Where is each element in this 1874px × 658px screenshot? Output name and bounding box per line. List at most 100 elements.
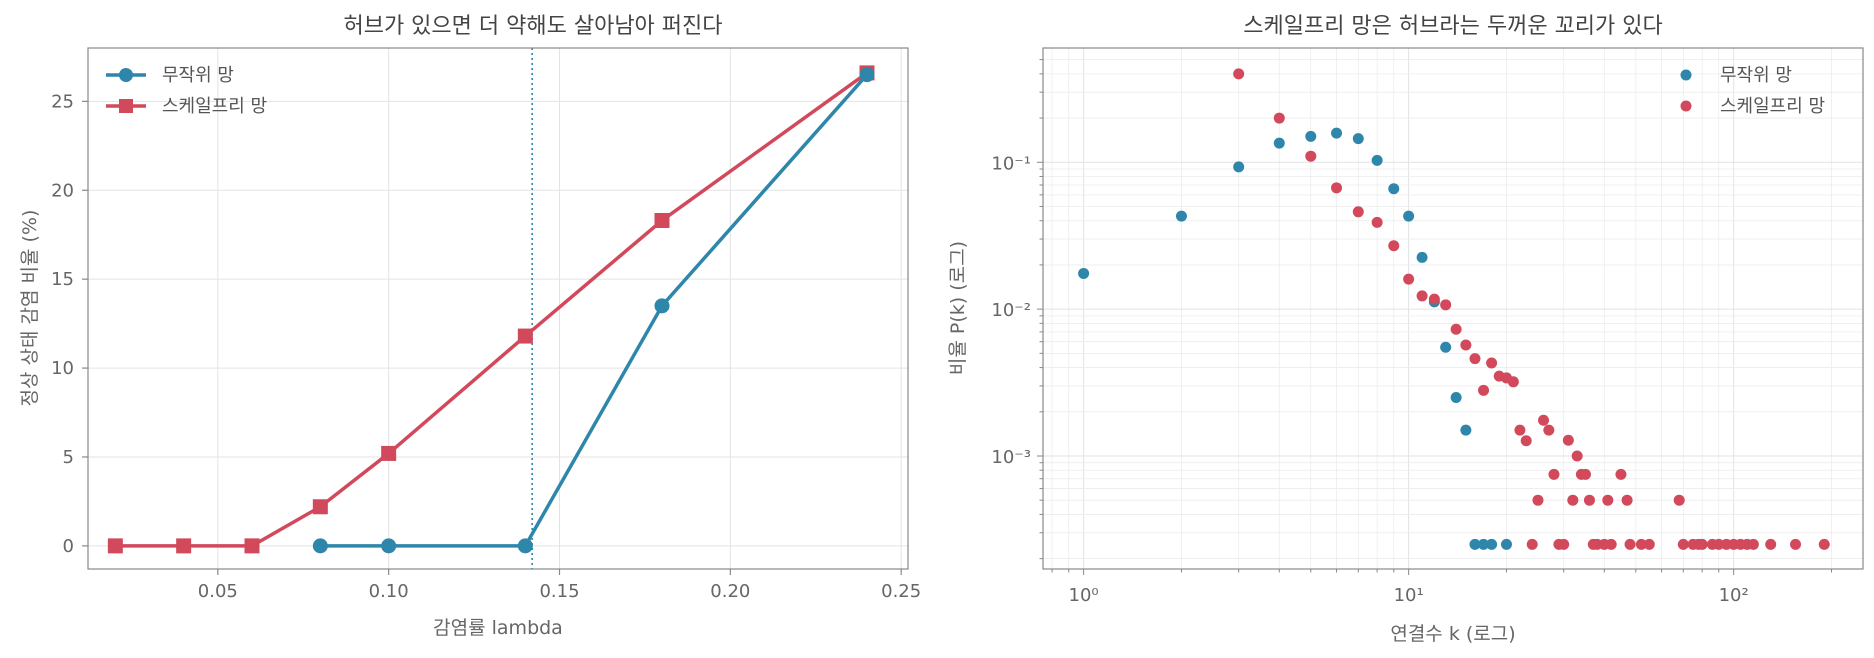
scatter-point-random — [1478, 538, 1490, 550]
scatter-point-scalefree — [1621, 494, 1633, 506]
y-tick-label: 10 — [51, 358, 74, 379]
data-point-scalefree — [517, 328, 533, 344]
scatter-point-scalefree — [1571, 450, 1583, 462]
scatter-point-random — [1460, 424, 1472, 436]
scatter-point-scalefree — [1673, 494, 1685, 506]
legend-label-scalefree: 스케일프리 망 — [1720, 96, 1825, 117]
scatter-point-scalefree — [1696, 538, 1708, 550]
scatter-point-random — [1078, 267, 1090, 279]
data-point-random — [517, 538, 533, 554]
data-point-random — [312, 538, 328, 554]
scatter-point-scalefree — [1615, 468, 1627, 480]
scatter-point-scalefree — [1605, 538, 1617, 550]
x-tick-label: 0.20 — [710, 581, 750, 602]
legend-marker-random — [119, 68, 133, 82]
left-legend: 무작위 망 스케일프리 망 — [106, 65, 267, 117]
legend-label-random: 무작위 망 — [162, 65, 234, 86]
scatter-point-scalefree — [1543, 424, 1555, 436]
right-chart-title: 스케일프리 망은 허브라는 두꺼운 꼬리가 있다 — [1243, 14, 1663, 39]
scatter-point-scalefree — [1677, 538, 1689, 550]
right-x-axis-label: 연결수 k (로그) — [1390, 623, 1515, 645]
data-point-scalefree — [654, 212, 670, 228]
y-tick-label: 0 — [63, 536, 74, 557]
data-point-random — [381, 538, 397, 554]
y-tick-label: 15 — [51, 269, 74, 290]
x-tick-label: 0.25 — [881, 581, 921, 602]
scatter-point-scalefree — [1562, 434, 1574, 446]
data-point-scalefree — [176, 538, 192, 554]
scatter-point-random — [1175, 210, 1187, 222]
scatter-point-scalefree — [1352, 206, 1364, 218]
scatter-point-scalefree — [1818, 538, 1830, 550]
scatter-point-scalefree — [1514, 424, 1526, 436]
data-point-random — [654, 298, 670, 314]
scatter-point-scalefree — [1305, 150, 1317, 162]
scatter-point-random — [1305, 130, 1317, 142]
scatter-point-scalefree — [1371, 216, 1383, 228]
left-chart-panel: 허브가 있으면 더 약해도 살아남아 퍼진다 0.05 0.10 0.15 0.20 0… — [19, 14, 921, 639]
scatter-point-scalefree — [1428, 293, 1440, 305]
data-point-scalefree — [244, 538, 260, 554]
data-point-scalefree — [381, 445, 397, 461]
y-tick-label: 25 — [51, 91, 74, 112]
legend-marker-random — [1680, 69, 1692, 81]
series-line-random — [320, 73, 869, 548]
y-tick-label: 20 — [51, 180, 74, 201]
right-y-axis-label: 비율 P(k) (로그) — [947, 241, 969, 375]
scatter-point-random — [1233, 161, 1245, 173]
scatter-point-scalefree — [1635, 538, 1647, 550]
scatter-point-scalefree — [1469, 353, 1481, 365]
data-point-scalefree — [312, 499, 328, 515]
x-tick-label: 0.05 — [198, 581, 238, 602]
scatter-point-scalefree — [1548, 468, 1560, 480]
scatter-point-scalefree — [1567, 494, 1579, 506]
scatter-point-random — [1440, 341, 1452, 353]
scatter-point-random — [1352, 133, 1364, 145]
left-y-axis-label: 정상 상태 감염 비율 (%) — [19, 210, 41, 407]
y-tick-label: 5 — [63, 447, 74, 468]
scatter-point-scalefree — [1602, 494, 1614, 506]
scatter-point-scalefree — [1450, 323, 1462, 335]
scatter-point-scalefree — [1403, 273, 1415, 285]
scatter-point-scalefree — [1765, 538, 1777, 550]
scatter-point-scalefree — [1507, 376, 1519, 388]
scatter-point-scalefree — [1520, 435, 1532, 447]
legend-label-random: 무작위 망 — [1720, 65, 1792, 86]
left-plot-frame — [87, 47, 909, 570]
x-tick-label: 0.10 — [369, 581, 409, 602]
legend-marker-scalefree — [1680, 100, 1692, 112]
x-tick-label: 10¹ — [1394, 585, 1424, 606]
scatter-point-random — [1388, 183, 1400, 195]
y-tick-label: 10⁻² — [991, 300, 1031, 321]
scatter-point-scalefree — [1478, 384, 1490, 396]
right-legend: 무작위 망 스케일프리 망 — [1680, 65, 1825, 117]
data-point-scalefree — [107, 538, 123, 554]
scatter-point-scalefree — [1713, 538, 1725, 550]
scatter-point-scalefree — [1532, 494, 1544, 506]
scatter-point-scalefree — [1233, 68, 1245, 80]
scatter-point-random — [1486, 538, 1498, 550]
scatter-point-scalefree — [1388, 240, 1400, 252]
scatter-point-scalefree — [1416, 290, 1428, 302]
left-x-axis-label: 감염률 lambda — [433, 617, 563, 639]
x-tick-label: 0.15 — [539, 581, 579, 602]
scatter-point-scalefree — [1460, 339, 1472, 351]
scatter-point-scalefree — [1579, 468, 1591, 480]
scatter-point-random — [1500, 538, 1512, 550]
left-chart-title: 허브가 있으면 더 약해도 살아남아 퍼진다 — [343, 14, 722, 39]
x-tick-label: 10⁰ — [1069, 585, 1099, 606]
scatter-point-scalefree — [1790, 538, 1802, 550]
legend-marker-scalefree — [119, 99, 133, 113]
scatter-point-scalefree — [1624, 538, 1636, 550]
scatter-point-random — [1469, 538, 1481, 550]
scatter-point-random — [1416, 251, 1428, 263]
scatter-point-scalefree — [1486, 357, 1498, 369]
scatter-point-random — [1331, 127, 1343, 139]
scatter-point-scalefree — [1558, 538, 1570, 550]
scatter-point-scalefree — [1440, 299, 1452, 311]
right-chart-panel: 스케일프리 망은 허브라는 두꺼운 꼬리가 있다 10⁰ 10¹ 10² 10⁻³ 1… — [947, 14, 1864, 645]
x-tick-label: 10² — [1719, 585, 1749, 606]
data-point-random — [859, 67, 875, 83]
scatter-point-scalefree — [1331, 182, 1343, 194]
